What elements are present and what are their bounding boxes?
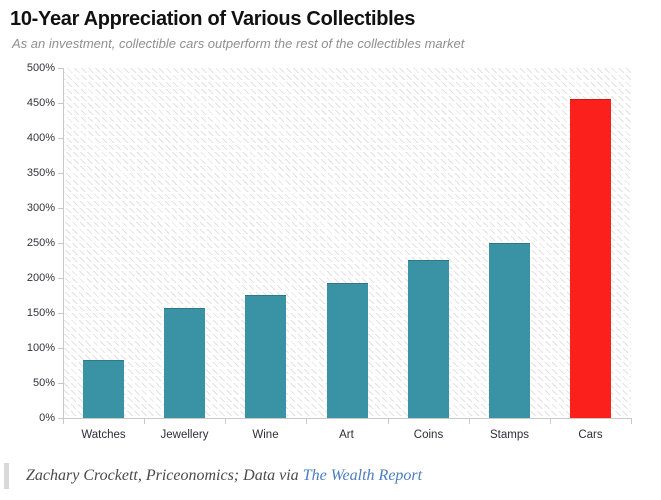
y-tick-label: 0% bbox=[39, 412, 55, 424]
bar-art bbox=[327, 283, 368, 418]
x-category-label: Wine bbox=[252, 429, 279, 441]
bar-stamps bbox=[489, 243, 530, 418]
y-tick bbox=[58, 418, 63, 419]
x-tick bbox=[306, 419, 307, 424]
y-tick bbox=[58, 138, 63, 139]
credit-text: Zachary Crockett, Priceonomics; Data via bbox=[26, 467, 299, 484]
y-tick-label: 450% bbox=[26, 97, 55, 109]
y-tick bbox=[58, 348, 63, 349]
y-tick bbox=[58, 173, 63, 174]
y-tick bbox=[58, 208, 63, 209]
bar-wine bbox=[245, 295, 286, 418]
x-tick bbox=[225, 419, 226, 424]
x-tick bbox=[388, 419, 389, 424]
y-axis-line bbox=[63, 68, 64, 419]
x-tick bbox=[550, 419, 551, 424]
bar-jewellery bbox=[164, 308, 205, 418]
quote-marker bbox=[4, 463, 9, 489]
x-category-label: Watches bbox=[81, 429, 126, 441]
y-tick bbox=[58, 68, 63, 69]
x-tick bbox=[631, 419, 632, 424]
bar-watches bbox=[83, 360, 124, 418]
chart-subtitle: As an investment, collectible cars outpe… bbox=[12, 36, 465, 51]
y-tick bbox=[58, 278, 63, 279]
credit-line: Zachary Crockett, Priceonomics; Data via… bbox=[4, 462, 422, 490]
y-tick bbox=[58, 243, 63, 244]
y-tick-label: 200% bbox=[26, 272, 55, 284]
y-tick bbox=[58, 383, 63, 384]
chart-title: 10-Year Appreciation of Various Collecti… bbox=[10, 8, 416, 30]
x-tick bbox=[63, 419, 64, 424]
y-tick-label: 250% bbox=[26, 237, 55, 249]
y-tick-label: 350% bbox=[26, 167, 55, 179]
x-axis-line bbox=[63, 418, 632, 419]
plot-area bbox=[63, 68, 631, 418]
y-tick bbox=[58, 103, 63, 104]
x-category-label: Coins bbox=[413, 429, 444, 441]
y-tick-label: 300% bbox=[26, 202, 55, 214]
x-category-label: Cars bbox=[578, 429, 603, 441]
wealth-report-link[interactable]: The Wealth Report bbox=[302, 467, 423, 484]
x-category-label: Art bbox=[339, 429, 354, 441]
y-tick-label: 500% bbox=[26, 62, 55, 74]
x-tick bbox=[144, 419, 145, 424]
x-category-label: Stamps bbox=[490, 429, 529, 441]
x-tick bbox=[469, 419, 470, 424]
y-tick-label: 150% bbox=[26, 307, 55, 319]
x-category-label: Jewellery bbox=[160, 429, 209, 441]
y-tick-label: 50% bbox=[32, 377, 55, 389]
bar-cars bbox=[570, 99, 611, 418]
y-tick-label: 100% bbox=[26, 342, 55, 354]
bar-coins bbox=[408, 260, 449, 418]
y-tick bbox=[58, 313, 63, 314]
y-tick-label: 400% bbox=[26, 132, 55, 144]
bar-chart: 10-Year Appreciation of Various Collecti… bbox=[10, 8, 632, 441]
